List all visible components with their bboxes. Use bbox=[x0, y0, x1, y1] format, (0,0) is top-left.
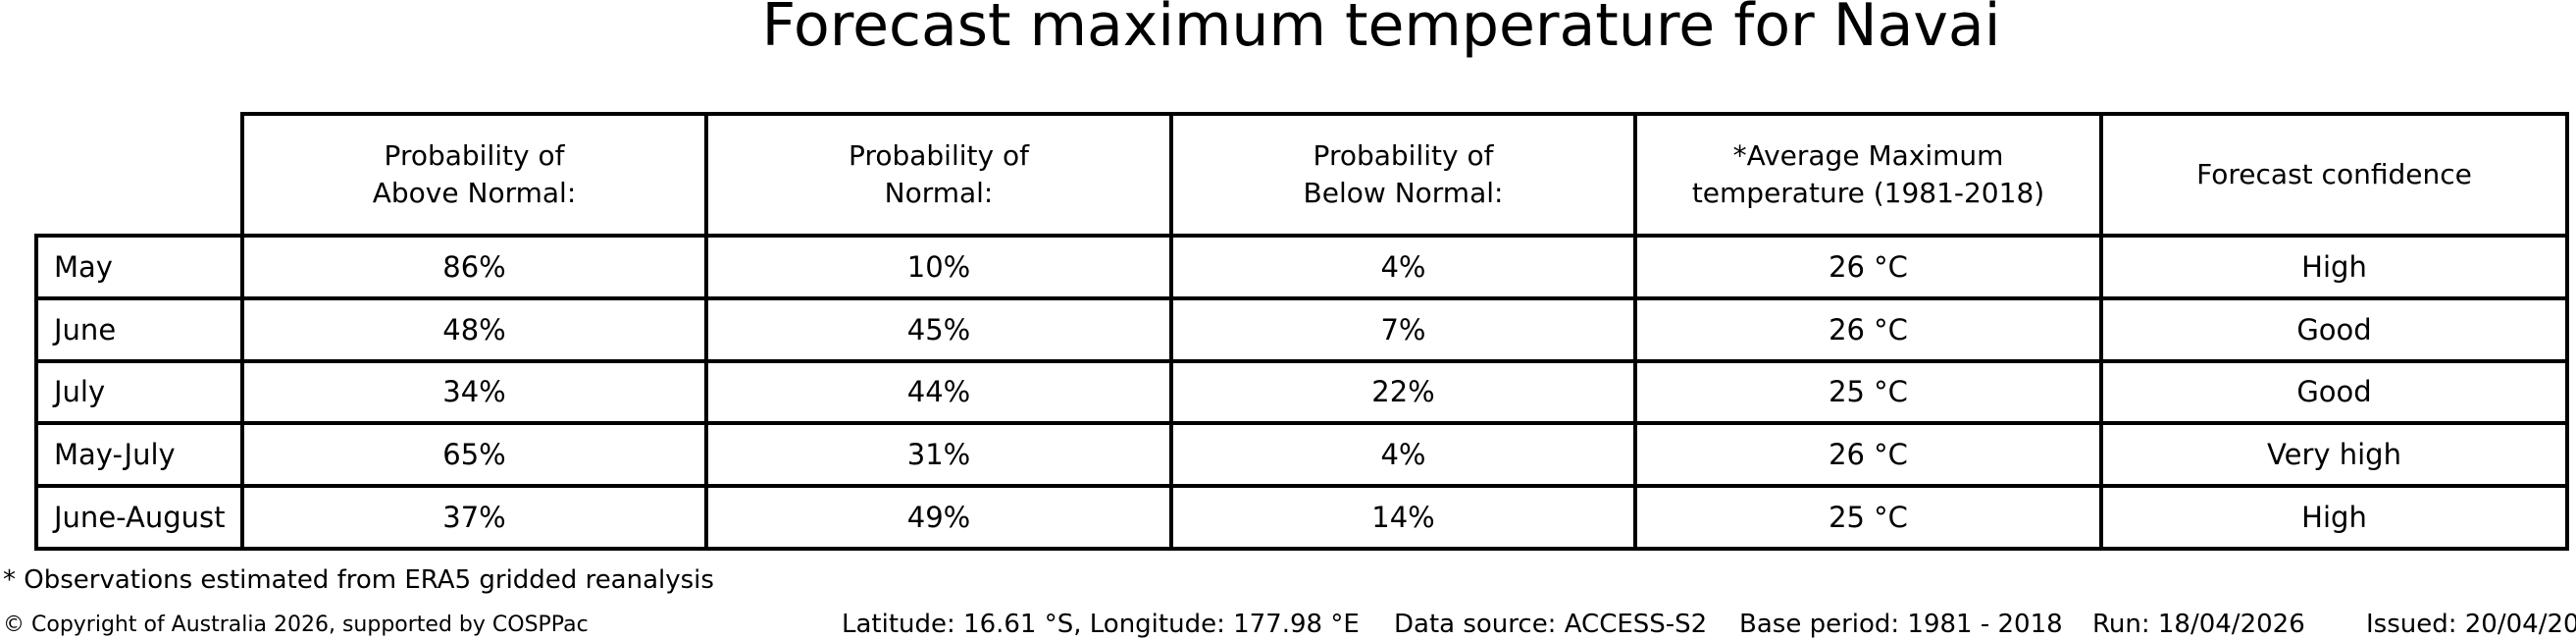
cell-confidence: High bbox=[2099, 484, 2569, 551]
cell-confidence: Good bbox=[2099, 295, 2569, 363]
col-header-above-normal: Probability of Above Normal: bbox=[240, 112, 708, 238]
row-label: May-July bbox=[34, 421, 244, 489]
cell-below: 4% bbox=[1169, 234, 1637, 300]
cell-confidence: Very high bbox=[2099, 421, 2569, 489]
run-date-text: Run: 18/04/2026 bbox=[2092, 610, 2305, 639]
cell-normal: 10% bbox=[704, 234, 1173, 300]
cell-normal: 49% bbox=[704, 484, 1173, 551]
location-text: Latitude: 16.61 °S, Longitude: 177.98 °E bbox=[842, 610, 1360, 639]
cell-above: 48% bbox=[240, 295, 708, 363]
cell-confidence: High bbox=[2099, 234, 2569, 300]
table-row: June-August 37% 49% 14% 25 °C High bbox=[34, 484, 2569, 551]
page-title: Forecast maximum temperature for Navai bbox=[761, 0, 2001, 60]
cell-above: 37% bbox=[240, 484, 708, 551]
cell-normal: 44% bbox=[704, 358, 1173, 426]
base-period-text: Base period: 1981 - 2018 bbox=[1739, 610, 2063, 639]
cell-avg-temp: 26 °C bbox=[1633, 421, 2103, 489]
corner-cell bbox=[36, 114, 242, 236]
issued-date-text: Issued: 20/04/2026 bbox=[2366, 610, 2576, 639]
cell-below: 7% bbox=[1169, 295, 1637, 363]
table-row: June 48% 45% 7% 26 °C Good bbox=[34, 295, 2569, 363]
row-label: May bbox=[34, 234, 244, 300]
table-row: May-July 65% 31% 4% 26 °C Very high bbox=[34, 421, 2569, 489]
cell-above: 65% bbox=[240, 421, 708, 489]
cell-below: 4% bbox=[1169, 421, 1637, 489]
table-row: May 86% 10% 4% 26 °C High bbox=[34, 234, 2569, 300]
cell-above: 86% bbox=[240, 234, 708, 300]
cell-avg-temp: 26 °C bbox=[1633, 295, 2103, 363]
forecast-table: Probability of Above Normal: Probability… bbox=[34, 112, 2569, 551]
col-header-avg-max-temp: *Average Maximum temperature (1981-2018) bbox=[1633, 112, 2103, 238]
data-source-text: Data source: ACCESS-S2 bbox=[1394, 610, 1708, 639]
table-row: July 34% 44% 22% 25 °C Good bbox=[34, 358, 2569, 426]
cell-avg-temp: 25 °C bbox=[1633, 358, 2103, 426]
footnote: * Observations estimated from ERA5 gridd… bbox=[3, 565, 714, 595]
header-row: Probability of Above Normal: Probability… bbox=[36, 112, 2569, 238]
cell-avg-temp: 26 °C bbox=[1633, 234, 2103, 300]
row-label: June-August bbox=[34, 484, 244, 551]
row-label: July bbox=[34, 358, 244, 426]
row-label: June bbox=[34, 295, 244, 363]
cell-normal: 45% bbox=[704, 295, 1173, 363]
col-header-normal: Probability of Normal: bbox=[704, 112, 1173, 238]
cell-below: 22% bbox=[1169, 358, 1637, 426]
cell-above: 34% bbox=[240, 358, 708, 426]
col-header-confidence: Forecast confidence bbox=[2099, 112, 2569, 238]
cell-below: 14% bbox=[1169, 484, 1637, 551]
cell-avg-temp: 25 °C bbox=[1633, 484, 2103, 551]
copyright-text: © Copyright of Australia 2026, supported… bbox=[3, 613, 589, 637]
col-header-below-normal: Probability of Below Normal: bbox=[1169, 112, 1637, 238]
cell-confidence: Good bbox=[2099, 358, 2569, 426]
cell-normal: 31% bbox=[704, 421, 1173, 489]
